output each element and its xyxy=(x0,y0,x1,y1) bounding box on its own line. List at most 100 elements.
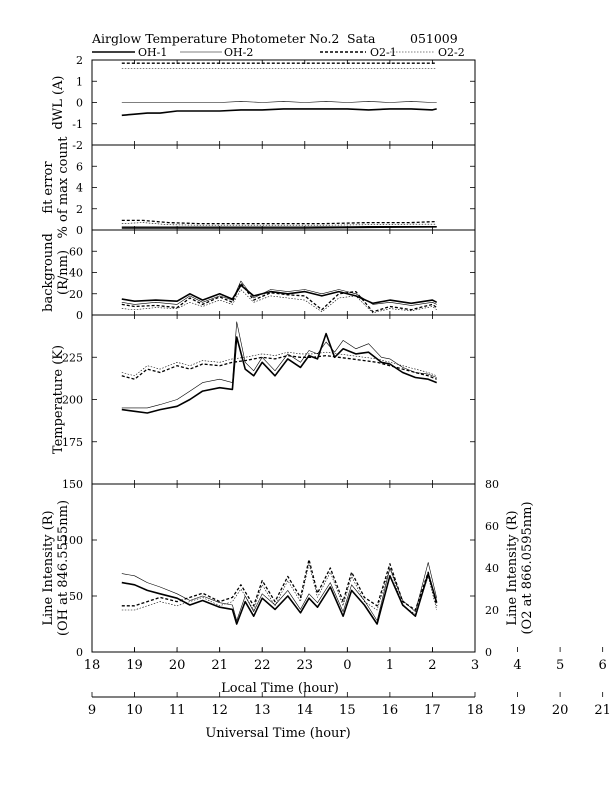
legend-label-oh-2: OH-2 xyxy=(224,46,253,59)
universal-time-tick-label: 13 xyxy=(254,703,271,718)
universal-time-tick-label: 9 xyxy=(88,703,96,718)
series-line-o2-2 xyxy=(121,351,437,377)
universal-time-tick-label: 19 xyxy=(509,703,526,718)
y-tick-label: 0 xyxy=(76,646,83,659)
universal-time-tick-label: 11 xyxy=(169,703,186,718)
series-line-oh-2 xyxy=(121,321,437,409)
y-right-axis-title: Line Intensity (R) xyxy=(505,510,520,625)
local-time-tick-label: 20 xyxy=(169,658,186,673)
y-tick-label: 50 xyxy=(69,590,83,603)
figure-title: Airglow Temperature Photometer No.2 xyxy=(91,31,339,46)
universal-time-tick-label: 12 xyxy=(211,703,228,718)
local-time-tick-label: 5 xyxy=(556,658,564,673)
universal-time-tick-label: 21 xyxy=(594,703,611,718)
legend-label-o2-2: O2-2 xyxy=(438,46,465,59)
local-time-tick-label: 18 xyxy=(84,658,101,673)
universal-time-tick-label: 18 xyxy=(467,703,484,718)
local-time-tick-label: 1 xyxy=(386,658,394,673)
legend: OH-1 OH-2 O2-1 O2-2 xyxy=(92,46,465,59)
universal-time-tick-label: 14 xyxy=(297,703,314,718)
y-tick-label: 0 xyxy=(76,97,83,110)
y-right-tick-label: 20 xyxy=(485,604,499,617)
y-right-axis-subtitle: (O2 at 866.0595nm) xyxy=(520,501,535,634)
series-line-oh-1 xyxy=(121,332,437,414)
time-axes: 18 19 20 21 22 23 0 1 2 3 4 5 69 10 11 12 13 14 15 16 17 18 19… xyxy=(84,647,611,718)
y-tick-label: 2 xyxy=(76,54,83,67)
y-tick-label: 200 xyxy=(62,394,83,407)
local-time-tick-label: 22 xyxy=(254,658,271,673)
series-line-oh-2 xyxy=(121,101,437,103)
y-tick-label: -1 xyxy=(72,118,83,131)
series-line-o2-2 xyxy=(121,289,437,314)
universal-time-tick-label: 17 xyxy=(424,703,441,718)
series-line-oh-1 xyxy=(121,108,437,117)
y-tick-label: -2 xyxy=(72,139,83,152)
local-time-tick-label: 4 xyxy=(513,658,521,673)
universal-time-tick-label: 10 xyxy=(126,703,143,718)
series-line-o2-2 xyxy=(121,563,437,615)
y-right-tick-label: 40 xyxy=(485,562,499,575)
panel-frame xyxy=(91,483,476,653)
series-line-o2-1 xyxy=(121,354,437,380)
series-line-oh-1 xyxy=(121,226,437,229)
universal-time-tick-label: 15 xyxy=(339,703,356,718)
series-line-oh-2 xyxy=(121,562,437,621)
local-time-tick-label: 6 xyxy=(599,658,607,673)
y-tick-label: 225 xyxy=(62,351,83,364)
series-line-o2-2 xyxy=(121,222,437,226)
y-tick-label: 150 xyxy=(62,478,83,491)
legend-label-o2-1: O2-1 xyxy=(370,46,397,59)
y-axis-title: background xyxy=(41,233,56,312)
universal-time-tick-label: 20 xyxy=(552,703,569,718)
panel-fit-error: 6 4 2 0 fit error% of max count xyxy=(41,136,476,239)
y-tick-label: 2 xyxy=(76,203,83,216)
local-time-label: Local Time (hour) xyxy=(221,681,339,696)
panel-frame xyxy=(91,144,476,231)
legend-label-oh-1: OH-1 xyxy=(138,46,167,59)
series-line-o2-1 xyxy=(121,558,438,611)
y-tick-label: 1 xyxy=(76,75,83,88)
y-tick-label: 175 xyxy=(62,436,83,449)
panel-frame xyxy=(91,314,476,485)
y-axis-title: dWL (A) xyxy=(51,76,66,130)
y-tick-label: 100 xyxy=(62,534,83,547)
y-axis-subtitle: (R/nm) xyxy=(56,250,71,295)
figure-site: Sata xyxy=(347,31,376,46)
series-line-oh-2 xyxy=(121,280,437,306)
local-time-tick-label: 0 xyxy=(343,658,351,673)
local-time-tick-label: 23 xyxy=(297,658,314,673)
y-tick-label: 60 xyxy=(69,245,83,258)
y-axis-title: Line Intensity (R) xyxy=(41,510,56,625)
local-time-tick-label: 2 xyxy=(428,658,436,673)
series-line-oh-1 xyxy=(121,284,438,305)
local-time-tick-label: 19 xyxy=(126,658,143,673)
local-time-tick-label: 3 xyxy=(471,658,479,673)
y-axis-title: fit error xyxy=(41,161,56,214)
y-axis-subtitle: % of max count xyxy=(56,136,71,239)
y-right-tick-label: 0 xyxy=(485,646,492,659)
local-time-tick-label: 21 xyxy=(211,658,228,673)
series-line-oh-2 xyxy=(121,226,437,228)
y-tick-label: 0 xyxy=(76,224,83,237)
series-line-o2-1 xyxy=(121,282,438,313)
y-axis-subtitle: (OH at 846.5555nm) xyxy=(56,500,71,636)
y-right-tick-label: 60 xyxy=(485,520,499,533)
series-line-oh-1 xyxy=(121,572,438,625)
y-tick-label: 0 xyxy=(76,309,83,322)
y-tick-label: 20 xyxy=(69,288,83,301)
y-axis-title: Temperature (K) xyxy=(51,345,66,454)
panel-dwl: 2 1 0 -1 -2 dWL (A) xyxy=(51,54,476,152)
universal-time-label: Universal Time (hour) xyxy=(205,726,350,741)
y-tick-label: 4 xyxy=(76,182,83,195)
universal-time-tick-label: 16 xyxy=(382,703,399,718)
panel-background: 60 40 20 0 background (R/nm) xyxy=(41,229,476,322)
figure-date: 051009 xyxy=(410,31,458,46)
series-line-o2-1 xyxy=(121,219,437,225)
y-right-tick-label: 80 xyxy=(485,478,499,491)
y-tick-label: 6 xyxy=(76,160,83,173)
y-tick-label: 40 xyxy=(69,267,83,280)
